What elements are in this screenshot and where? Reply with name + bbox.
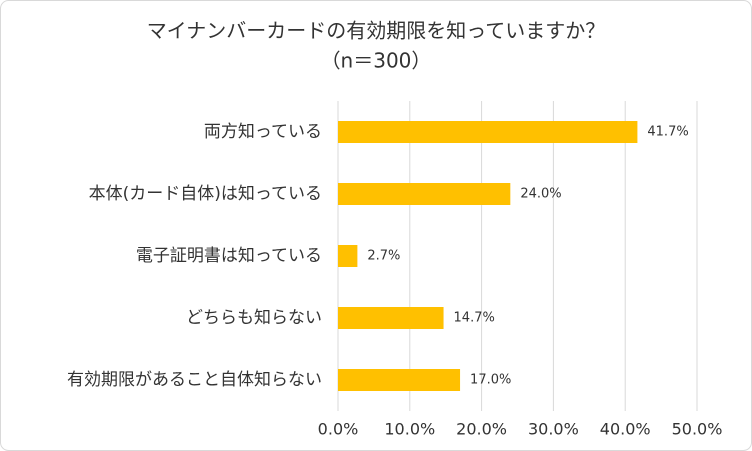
x-tick-label: 10.0% [384,420,435,439]
value-label: 41.7% [647,125,688,140]
x-tick-label: 50.0% [672,420,723,439]
bar [338,245,358,267]
y-tick-label: 本体(カード自体)は知っている [89,184,322,204]
bar [338,369,461,391]
value-label: 24.0% [520,187,561,202]
value-label: 2.7% [367,249,400,264]
y-tick-label: 電子証明書は知っている [136,246,322,266]
x-tick-label: 0.0% [318,420,359,439]
x-tick-label: 40.0% [600,420,651,439]
y-tick-label: 有効期限があること自体知らない [67,370,322,390]
chart-subtitle: （n＝300） [321,49,432,73]
bar [338,183,511,205]
bar [338,307,444,329]
y-tick-label: どちらも知らない [186,308,322,328]
value-label: 14.7% [454,311,495,326]
bar [338,121,638,143]
x-tick-label: 20.0% [456,420,507,439]
value-label: 17.0% [470,373,511,388]
y-tick-label: 両方知っている [204,122,322,142]
chart-title: マイナンバーカードの有効期限を知っていますか？ [147,19,606,43]
x-tick-label: 30.0% [528,420,579,439]
